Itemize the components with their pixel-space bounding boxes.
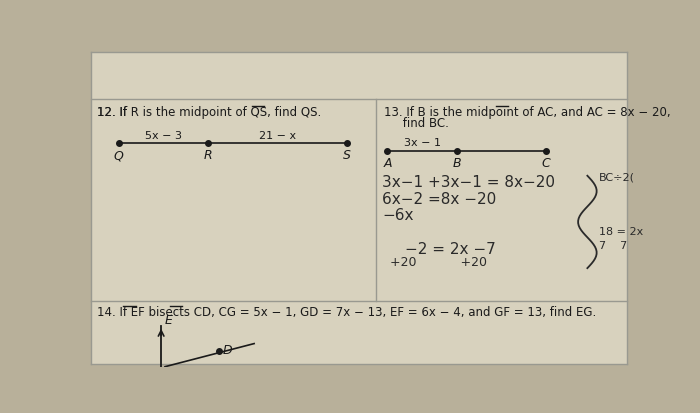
- Text: 14. If EF bisects CD, CG = 5x − 1, GD = 7x − 13, EF = 6x − 4, and GF = 13, find : 14. If EF bisects CD, CG = 5x − 1, GD = …: [97, 305, 596, 318]
- Text: 3x − 1: 3x − 1: [404, 138, 441, 148]
- Text: −6x: −6x: [382, 207, 414, 222]
- FancyBboxPatch shape: [90, 52, 627, 365]
- Text: 3x−1 +3x−1 = 8x−20: 3x−1 +3x−1 = 8x−20: [382, 175, 555, 190]
- Text: 18 = 2x: 18 = 2x: [599, 226, 643, 236]
- Text: find BC.: find BC.: [384, 116, 449, 129]
- Text: +20           +20: +20 +20: [390, 255, 486, 268]
- Text: 7    7: 7 7: [599, 240, 627, 250]
- Text: S: S: [343, 149, 351, 161]
- Text: C: C: [542, 157, 551, 169]
- Text: 13. If B is the midpoint of AC, and AC = 8x − 20,: 13. If B is the midpoint of AC, and AC =…: [384, 106, 670, 119]
- Text: B: B: [453, 157, 461, 169]
- Text: A: A: [383, 157, 392, 169]
- Text: 21 − x: 21 − x: [259, 130, 296, 140]
- Text: BC÷2(: BC÷2(: [599, 173, 635, 183]
- Text: R: R: [203, 149, 212, 161]
- Text: 6x−2 =8x −20: 6x−2 =8x −20: [382, 192, 496, 206]
- Text: D: D: [223, 344, 232, 356]
- Text: Q: Q: [113, 149, 123, 161]
- Text: 12. If R is the midpoint of QS, find QS.: 12. If R is the midpoint of QS, find QS.: [97, 106, 321, 119]
- Text: 5x − 3: 5x − 3: [145, 130, 181, 140]
- Text: −2 = 2x −7: −2 = 2x −7: [405, 242, 496, 256]
- Text: E: E: [164, 313, 172, 326]
- Text: 12. If: 12. If: [97, 106, 131, 119]
